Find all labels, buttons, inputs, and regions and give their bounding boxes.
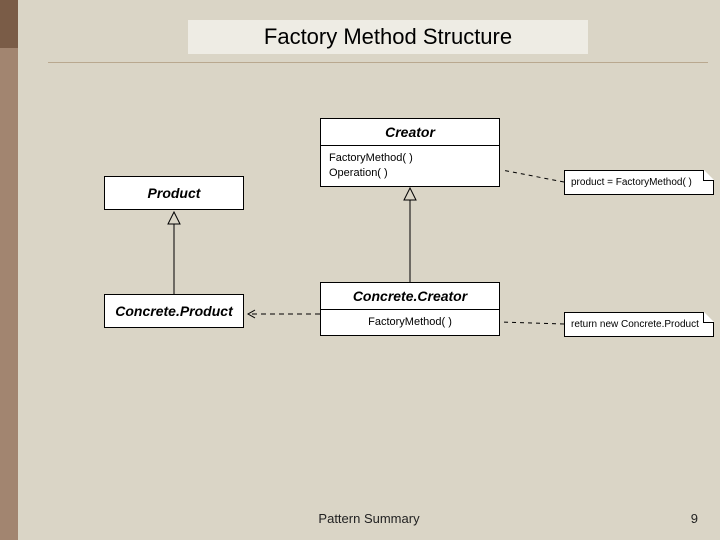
method-line: FactoryMethod( ): [329, 151, 491, 166]
page-number: 9: [691, 511, 698, 526]
slide-title: Factory Method Structure: [188, 20, 588, 54]
class-concrete-product-name: Concrete.Product: [105, 295, 243, 327]
class-concrete-creator-name: Concrete.Creator: [321, 283, 499, 309]
class-concrete-creator-methods: FactoryMethod( ): [321, 310, 499, 335]
class-concrete-product: Concrete.Product: [104, 294, 244, 328]
class-product: Product: [104, 176, 244, 210]
slide-surface: Factory Method Structure Creator Factory…: [18, 0, 720, 540]
note-factorymethod: product = FactoryMethod( ): [564, 170, 714, 195]
note-text: product = FactoryMethod( ): [571, 177, 692, 188]
note-return: return new Concrete.Product: [564, 312, 714, 337]
class-product-name: Product: [105, 177, 243, 209]
class-concrete-creator: Concrete.Creator FactoryMethod( ): [320, 282, 500, 336]
title-rule: [48, 62, 708, 63]
method-line: Operation( ): [329, 166, 491, 181]
footer-center: Pattern Summary: [18, 511, 720, 526]
class-creator: Creator FactoryMethod( ) Operation( ): [320, 118, 500, 187]
note-text: return new Concrete.Product: [571, 319, 699, 330]
class-creator-name: Creator: [321, 119, 499, 145]
method-line: FactoryMethod( ): [329, 315, 491, 330]
class-creator-methods: FactoryMethod( ) Operation( ): [321, 146, 499, 186]
